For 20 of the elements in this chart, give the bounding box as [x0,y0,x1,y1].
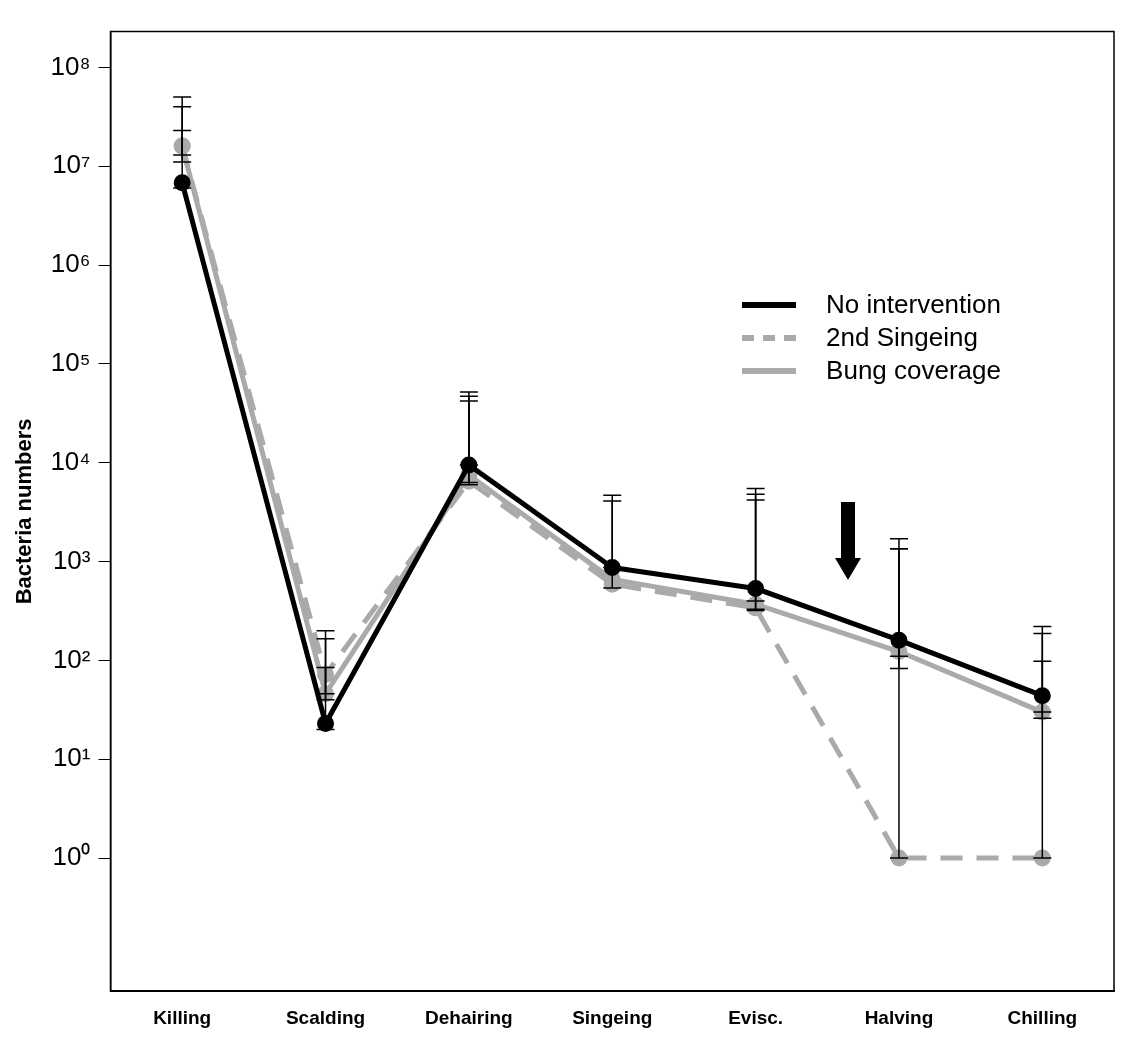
x-tick-label: Halving [864,1006,934,1028]
x-tick-label: Killing [153,1006,212,1028]
y-tick-label: 10⁰ [52,841,91,872]
legend-label: No intervention [826,288,1001,321]
y-tick-label: 10² [52,643,91,674]
x-tick-label: Scalding [285,1006,366,1028]
legend-label: 2nd Singeing [826,321,978,354]
y-tick-label: 10³ [52,544,91,575]
x-tick-label: Dehairing [425,1006,513,1028]
x-tick-label: Evisc. [728,1006,784,1028]
legend-label: Bung coverage [826,354,1001,387]
x-tick-label: Chilling [1007,1006,1078,1028]
y-axis-title: Bacteria numbers [11,418,37,605]
y-tick-label: 10⁶ [50,248,91,279]
y-tick-label: 10⁸ [50,50,91,81]
y-tick-label: 10⁴ [50,445,91,476]
y-tick-label: 10⁵ [50,347,91,378]
y-tick-label: 10¹ [52,742,91,773]
x-tick-label: Singeing [572,1006,653,1028]
y-tick-label: 10⁷ [52,149,91,180]
